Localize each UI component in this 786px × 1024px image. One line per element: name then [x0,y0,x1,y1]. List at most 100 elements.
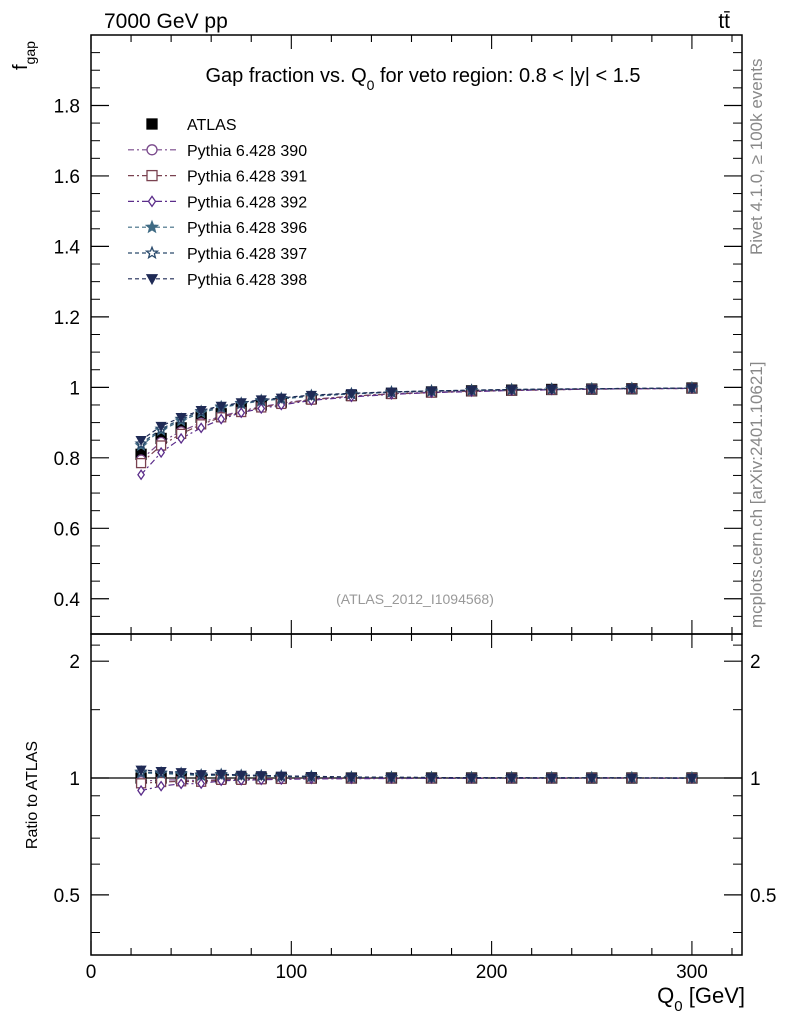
x-tick-label: 200 [476,962,508,983]
mc-point [305,390,317,401]
legend-label: Pythia 6.428 397 [187,246,307,263]
y-tick-label: 0.4 [54,590,81,611]
legend-marker [147,195,157,208]
ratio-tick-label: 0.5 [54,886,80,907]
ratio-mc-point [425,773,438,784]
ratio-mc-point [626,773,638,784]
ratio-mc-point [546,773,558,784]
chart-title-main: Gap fraction vs. Q [205,65,366,87]
legend-marker [146,118,158,130]
ratio-mc-point [385,773,398,784]
legend-label: ATLAS [187,117,237,134]
mc-point [135,457,147,469]
mc-point [586,384,598,395]
ratio-axis-label: Ratio to ATLAS [24,741,41,849]
mc-point [195,406,207,417]
mc-point [217,413,226,425]
ratio-mc-point [135,765,147,776]
analysis-id: (ATLAS_2012_I1094568) [336,591,494,607]
x-axis-label-rest: [GeV] [683,983,745,1008]
ratio-mc-point [235,770,247,781]
mc-point [385,387,398,398]
y-tick-label: 1.2 [54,308,80,329]
mc-point [626,384,638,395]
axis-ticks: 0.4 0.6 0.8 1 1.2 1.4 1.6 1.8 0 100 200 300 0.5 0.5 1 1… [54,35,776,983]
x-tick-label: 100 [275,962,307,983]
y-tick-label: 0.8 [54,449,80,470]
chart-title-sub: 0 [367,77,375,93]
energy-label: 7000 GeV pp [104,10,228,33]
y-tick-label: 1.8 [54,96,80,117]
legend-label: Pythia 6.428 396 [187,220,307,237]
y-axis-label: fgap [10,41,38,70]
mc-point [255,395,267,406]
mc-point [506,385,518,396]
legend-marker [144,219,160,234]
legend-label: Pythia 6.428 398 [187,272,307,289]
mc-point [215,401,227,412]
legend: ATLAS Pythia 6.428 390 Pythia 6.428 391 Pyt… [128,117,307,289]
ratio-mc-point [197,778,206,790]
x-tick-label: 0 [86,962,97,983]
mc-point [197,422,206,434]
x-axis-label-main: Q [657,983,674,1008]
ratio-mc-point [275,771,287,782]
legend-marker [145,274,159,286]
legend-marker [144,245,160,260]
legend-label: Pythia 6.428 391 [187,169,307,186]
mc-point [155,421,167,432]
mc-point [135,435,147,447]
process-label: tt̄ [718,10,730,33]
ratio-mc-point [157,780,166,792]
ratio-mc-point [686,773,698,784]
y-tick-label: 0.6 [54,519,80,540]
ratio-tick-label: 2 [69,652,80,673]
legend-label: Pythia 6.428 390 [187,143,307,160]
ratio-mc-point [137,784,146,797]
legend-marker [146,144,158,156]
rivet-note: Rivet 4.1.0, ≥ 100k events [747,59,766,255]
ratio-mc-point [345,772,358,783]
ratio-plot-frame [90,633,743,956]
x-tick-label: 300 [676,962,708,983]
series-markers [134,381,699,797]
y-tick-label: 1.4 [54,237,81,258]
ratio-tick-label-right: 1 [750,769,761,790]
mc-point [465,385,478,397]
mc-point [137,469,146,481]
mc-point [175,413,187,424]
y-tick-label: 1.6 [54,167,80,188]
x-axis-label-sub: 0 [674,998,682,1015]
legend-marker [146,169,158,182]
mc-point [257,402,266,415]
ratio-mc-point [305,772,317,783]
mc-point [235,398,247,409]
chart-title: Gap fraction vs. Q0 for veto region: 0.8… [205,65,640,93]
ratio-mc-point [465,773,478,784]
ratio-mc-point [506,773,518,784]
ratio-mc-point [195,770,207,781]
x-axis-label: Q0 [GeV] [657,983,745,1015]
mc-point [546,384,558,395]
legend-label: Pythia 6.428 392 [187,194,307,211]
y-tick-label: 1 [69,378,80,399]
series-line-main [140,387,692,476]
mc-point [425,386,438,397]
ratio-tick-label-right: 2 [750,652,761,673]
ratio-mc-point [215,769,227,780]
mc-point [275,393,287,404]
ratio-tick-label-right: 0.5 [750,886,776,907]
mc-point [157,446,166,459]
ratio-mc-point [155,767,167,778]
ratio-tick-label: 1 [69,769,80,790]
ratio-mc-point [255,771,267,782]
series-line-main [140,387,692,461]
y-axis-label-sub: gap [22,41,38,65]
mc-point [177,432,186,445]
series-line-main [140,387,692,464]
y-axis-label-main: f [10,64,32,70]
series-lines [140,387,692,792]
mc-point [237,407,246,419]
ratio-mc-point [175,768,187,779]
